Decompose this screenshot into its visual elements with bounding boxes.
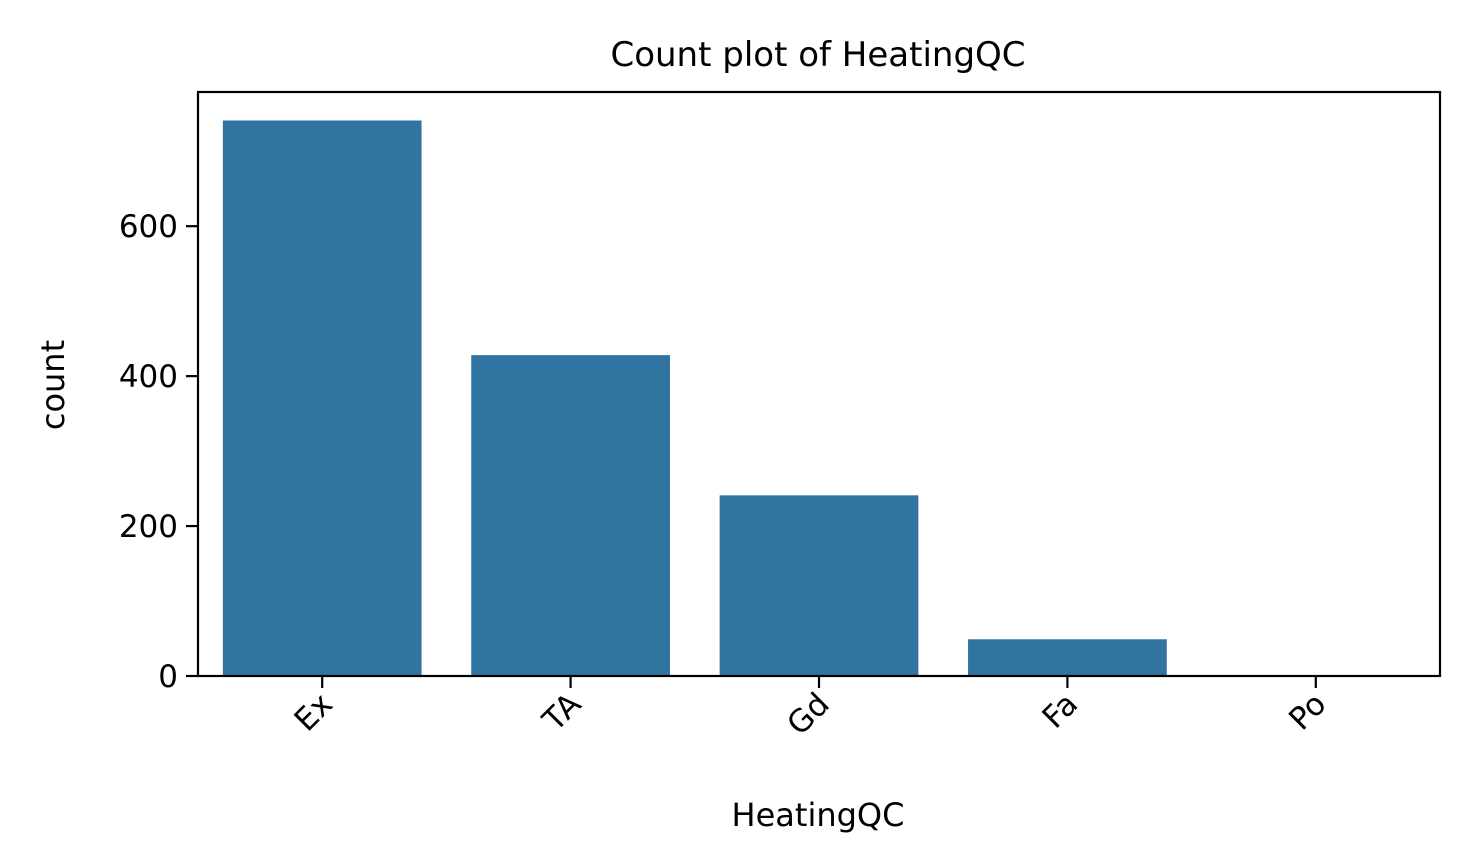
y-tick-label: 600 [119,209,178,245]
y-tick-label: 400 [119,359,178,395]
x-tick-label: Fa [1036,686,1085,735]
x-tick-label: Po [1282,686,1333,737]
bar-fa [968,639,1167,676]
x-tick-label: Gd [780,686,836,742]
bar-ta [471,355,670,676]
x-axis: Ex TA Gd Fa Po [288,676,1333,743]
y-axis-label: count [34,340,72,430]
bar-ex [222,120,422,677]
chart-title: Count plot of HeatingQC [610,35,1025,75]
y-tick-label: 200 [119,509,178,545]
y-axis: 0 200 400 600 [119,209,198,695]
bars [222,120,1416,677]
x-tick-label: Ex [288,686,340,738]
y-tick-label: 0 [158,659,178,695]
x-axis-label: HeatingQC [732,796,905,834]
x-tick-label: TA [535,686,588,739]
bar-gd [719,495,919,676]
